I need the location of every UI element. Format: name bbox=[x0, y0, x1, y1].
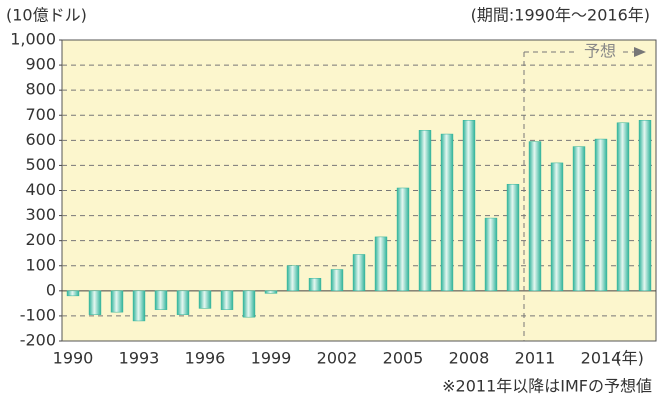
y-tick-label: 900 bbox=[25, 55, 56, 74]
bar bbox=[88, 290, 102, 315]
x-tick-label: 1999 bbox=[251, 349, 292, 368]
bar bbox=[110, 290, 124, 313]
x-tick-label: 2008 bbox=[449, 349, 490, 368]
bar bbox=[132, 290, 146, 322]
y-tick-label: 800 bbox=[25, 80, 56, 99]
bar bbox=[330, 269, 344, 292]
bar bbox=[352, 254, 366, 292]
y-tick-label: 200 bbox=[25, 230, 56, 249]
forecast-label-bg bbox=[578, 43, 622, 61]
x-tick-label: 1990 bbox=[53, 349, 94, 368]
y-tick-label: 1,000 bbox=[10, 30, 56, 49]
bar bbox=[418, 130, 432, 292]
bar bbox=[572, 146, 586, 292]
bar bbox=[396, 187, 410, 292]
x-tick-label: 2011 bbox=[515, 349, 556, 368]
y-tick-label: 500 bbox=[25, 155, 56, 174]
bar bbox=[308, 278, 322, 292]
bar bbox=[528, 141, 542, 292]
bar bbox=[66, 290, 80, 297]
x-tick-label: 2014 bbox=[581, 349, 622, 368]
bar bbox=[198, 290, 212, 309]
y-tick-label: 400 bbox=[25, 180, 56, 199]
bar bbox=[220, 290, 234, 310]
x-tick-label: 1993 bbox=[119, 349, 160, 368]
y-tick-label: 700 bbox=[25, 105, 56, 124]
bar bbox=[264, 290, 278, 294]
forecast-label: 予想 bbox=[584, 42, 616, 61]
forecast-arrow-head bbox=[634, 47, 646, 57]
bar bbox=[242, 290, 256, 318]
bar bbox=[176, 290, 190, 315]
y-tick-label: 300 bbox=[25, 205, 56, 224]
bar bbox=[506, 183, 520, 292]
y-tick-label: 100 bbox=[25, 255, 56, 274]
bar bbox=[462, 120, 476, 292]
bar bbox=[594, 138, 608, 292]
x-tick-label: 2002 bbox=[317, 349, 358, 368]
subtitle: (期間:1990年～2016年) bbox=[471, 6, 650, 25]
y-tick-label: 600 bbox=[25, 130, 56, 149]
y-tick-label: 0 bbox=[46, 280, 56, 299]
bar bbox=[550, 162, 564, 292]
x-tick-label: 2005 bbox=[383, 349, 424, 368]
bar bbox=[484, 217, 498, 292]
x-unit: (年) bbox=[615, 349, 644, 368]
bar bbox=[154, 290, 168, 310]
bar bbox=[286, 265, 300, 292]
y-tick-label: -200 bbox=[20, 331, 56, 350]
bar bbox=[440, 133, 454, 292]
x-tick-label: 1996 bbox=[185, 349, 226, 368]
y-tick-label: -100 bbox=[20, 305, 56, 324]
y-unit: (10億ドル) bbox=[6, 6, 87, 25]
bar bbox=[638, 120, 652, 292]
bar bbox=[616, 122, 630, 292]
bar bbox=[374, 236, 388, 292]
footnote: ※2011年以降はIMFの予想値 bbox=[442, 377, 652, 396]
